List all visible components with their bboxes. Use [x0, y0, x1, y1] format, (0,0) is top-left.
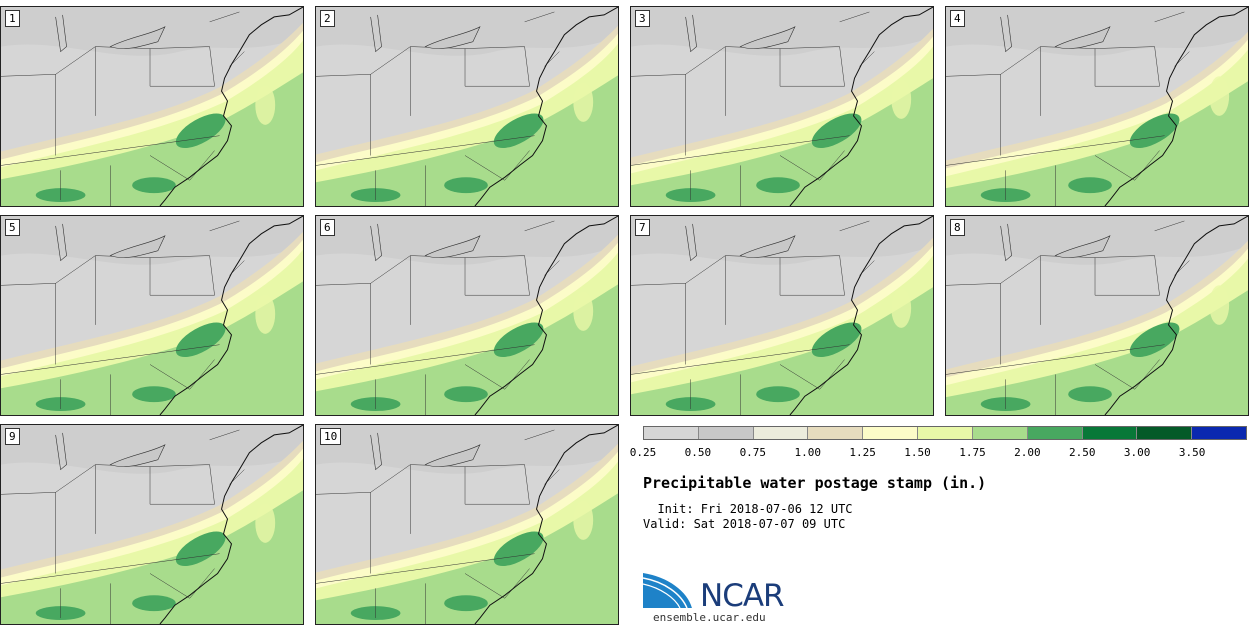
member-panel-1: 1	[0, 6, 304, 207]
colorbar-swatch	[1192, 427, 1246, 439]
colorbar-swatch	[1137, 427, 1193, 439]
pw-map	[631, 216, 933, 415]
colorbar-tick: 1.75	[959, 446, 986, 459]
colorbar-swatch	[1082, 427, 1138, 439]
member-label: 7	[635, 219, 650, 236]
colorbar-swatch	[863, 427, 919, 439]
member-panel-10: 10	[315, 424, 619, 625]
colorbar-tick: 0.75	[739, 446, 767, 459]
pw-map	[316, 7, 618, 206]
member-panel-6: 6	[315, 215, 619, 416]
colorbar-swatch	[918, 427, 973, 439]
member-panel-4: 4	[945, 6, 1249, 207]
logo-url: ensemble.ucar.edu	[653, 611, 766, 624]
member-label: 2	[320, 10, 335, 27]
colorbar-tick: 3.50	[1178, 446, 1206, 459]
colorbar-tick: 2.00	[1014, 446, 1041, 459]
pw-map	[1, 7, 303, 206]
colorbar-tick: 3.00	[1123, 446, 1151, 459]
figure-title: Precipitable water postage stamp (in.)	[643, 474, 987, 492]
member-label: 1	[5, 10, 20, 27]
member-label: 5	[5, 219, 20, 236]
member-label: 9	[5, 428, 20, 445]
colorbar-tick: 0.50	[684, 446, 712, 459]
member-panel-2: 2	[315, 6, 619, 207]
pw-map	[1, 425, 303, 624]
member-label: 10	[320, 428, 342, 445]
pw-map	[631, 7, 933, 206]
valid-time: Valid: Sat 2018-07-07 09 UTC	[643, 517, 846, 531]
colorbar-swatch	[808, 427, 864, 439]
colorbar-swatch	[753, 427, 809, 439]
colorbar-swatch	[972, 427, 1028, 439]
colorbar-swatch	[698, 427, 754, 439]
member-panel-3: 3	[630, 6, 934, 207]
member-label: 3	[635, 10, 650, 27]
colorbar-swatch	[1027, 427, 1083, 439]
ncar-logo-icon	[643, 571, 694, 609]
member-label: 6	[320, 219, 335, 236]
member-panel-5: 5	[0, 215, 304, 416]
pw-map	[946, 216, 1248, 415]
pw-map	[1, 216, 303, 415]
colorbar-tick: 1.25	[849, 446, 876, 459]
member-panel-8: 8	[945, 215, 1249, 416]
colorbar-tick: 1.00	[794, 446, 821, 459]
init-time: Init: Fri 2018-07-06 12 UTC	[643, 502, 853, 516]
pw-map	[316, 216, 618, 415]
colorbar	[643, 426, 1247, 440]
pw-map	[946, 7, 1248, 206]
member-panel-7: 7	[630, 215, 934, 416]
pw-map	[316, 425, 618, 624]
member-label: 4	[950, 10, 965, 27]
colorbar-swatch	[644, 427, 699, 439]
colorbar-tick: 0.25	[629, 446, 657, 459]
colorbar-tick: 1.50	[904, 446, 931, 459]
colorbar-ticks: 0.25 0.50 0.75 1.00 1.25 1.50 1.75 2.00 2.50 3.00…	[630, 446, 1260, 460]
member-label: 8	[950, 219, 965, 236]
member-panel-9: 9	[0, 424, 304, 625]
logo-wordmark: NCAR	[700, 578, 785, 614]
colorbar-tick: 2.50	[1069, 446, 1096, 459]
